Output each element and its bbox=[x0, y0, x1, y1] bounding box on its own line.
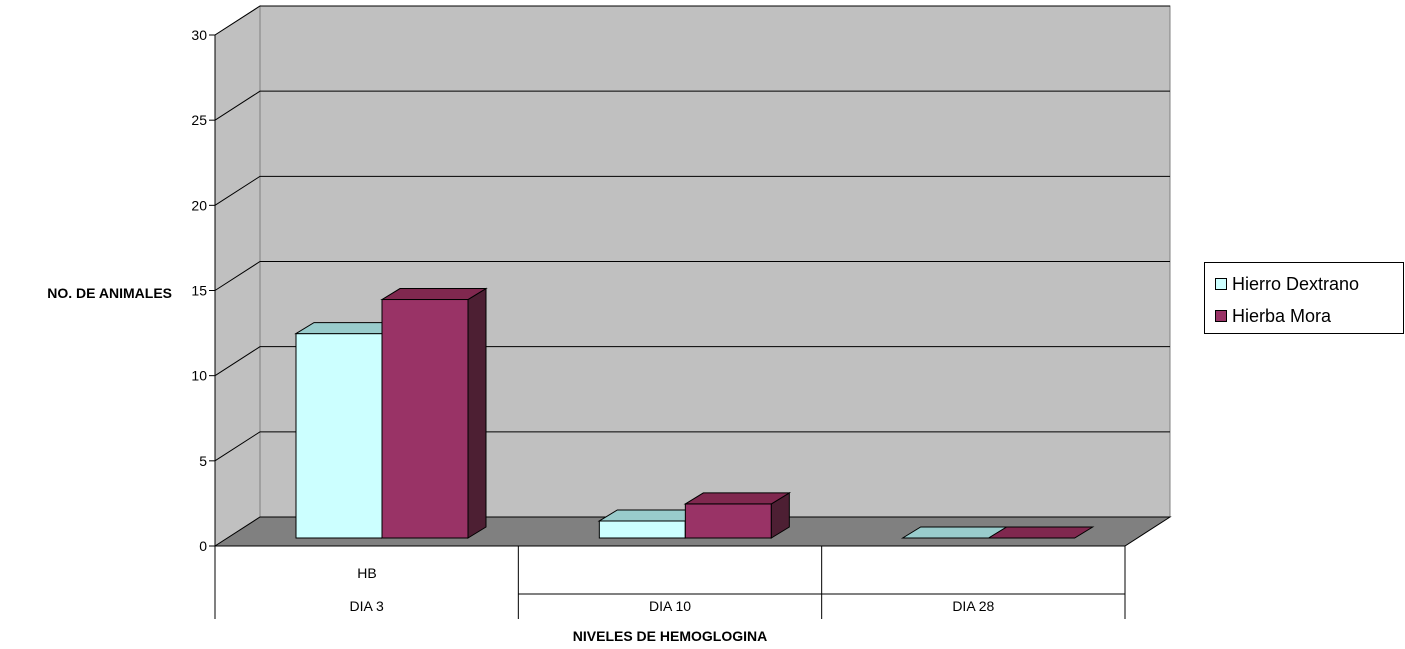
bar-front bbox=[684, 503, 772, 539]
y-tick-label: 5 bbox=[199, 453, 207, 469]
bar-hierba-mora-dia-10 bbox=[683, 492, 792, 539]
gridline bbox=[214, 261, 1170, 291]
gridline bbox=[214, 5, 1170, 36]
gridline bbox=[214, 346, 1170, 377]
gridline bbox=[214, 90, 1170, 121]
legend-swatch-hierro-dextrano bbox=[1215, 278, 1227, 290]
y-axis: 0 5 10 15 20 25 30 bbox=[191, 27, 216, 554]
legend-label-hierba-mora: Hierba Mora bbox=[1232, 305, 1332, 326]
bar-top bbox=[380, 288, 488, 301]
legend: Hierro Dextrano Hierba Mora bbox=[1204, 262, 1404, 334]
y-tick-label: 25 bbox=[191, 112, 207, 128]
legend-item-hierro-dextrano: Hierro Dextrano bbox=[1215, 272, 1359, 296]
y-tick-label: 10 bbox=[191, 368, 207, 384]
legend-item-hierba-mora: Hierba Mora bbox=[1215, 304, 1331, 328]
x-tick-label-dia-3: DIA 3 bbox=[350, 598, 384, 614]
x-tick-label-dia-28: DIA 28 bbox=[952, 598, 994, 614]
bar-front bbox=[295, 333, 383, 539]
gridlines bbox=[214, 5, 1170, 462]
bars bbox=[294, 287, 1095, 539]
bar-top bbox=[986, 526, 1095, 539]
bar-top bbox=[683, 492, 792, 505]
bar-hierba-mora-dia-28 bbox=[986, 526, 1095, 539]
x-tick-label-dia-10: DIA 10 bbox=[649, 598, 691, 614]
x-axis-label: NIVELES DE HEMOGLOGINA bbox=[573, 628, 767, 644]
y-axis-label: NO. DE ANIMALES bbox=[47, 285, 172, 301]
gridline bbox=[214, 175, 1170, 206]
legend-label-hierro-dextrano: Hierro Dextrano bbox=[1232, 273, 1360, 294]
x-axis: DIA 3 DIA 10 DIA 28 bbox=[214, 546, 1126, 619]
bar-front bbox=[598, 520, 686, 539]
bar-side bbox=[467, 287, 487, 539]
legend-swatch-hierba-mora bbox=[1215, 310, 1227, 322]
gridline bbox=[214, 431, 1170, 462]
group-label: HB bbox=[357, 565, 376, 581]
bar-hierba-mora-dia-3 bbox=[380, 287, 488, 539]
y-tick-label: 20 bbox=[191, 197, 207, 213]
y-tick-label: 15 bbox=[191, 283, 207, 299]
bar-front bbox=[381, 299, 469, 539]
y-tick-label: 0 bbox=[199, 538, 207, 554]
y-tick-label: 30 bbox=[191, 27, 207, 43]
